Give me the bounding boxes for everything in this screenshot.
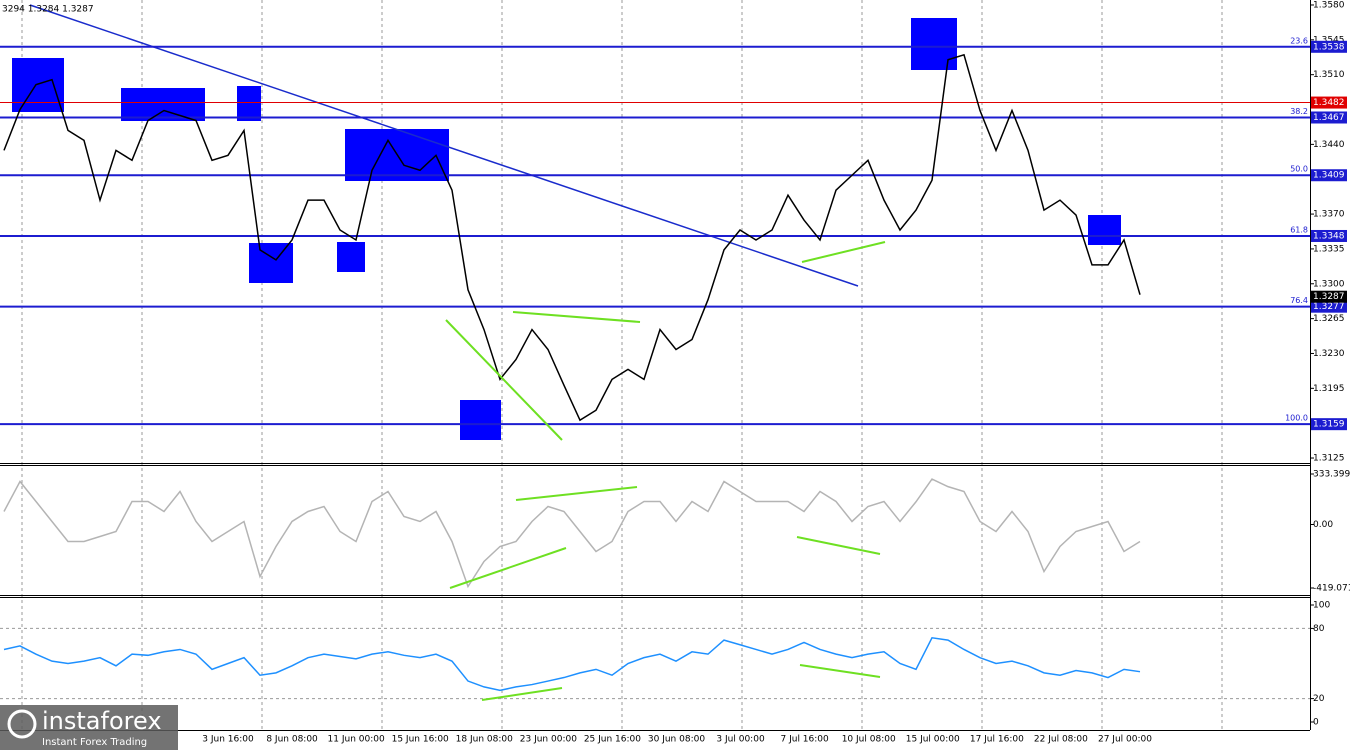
y-tick-label: 0.00 [1313,520,1333,530]
divergence-line [449,547,567,589]
series-line [3,636,1141,692]
divergence-line [481,687,563,701]
zone [337,242,365,272]
y-tick-label: 100 [1313,601,1330,611]
y-tick-label: 80 [1313,624,1325,634]
current-price-box [1311,290,1347,303]
divergence-line [445,319,563,441]
level-label: 1.3482 [1313,98,1345,108]
x-tick-label: 23 Jun 00:00 [520,735,577,745]
x-tick-label: 30 Jun 08:00 [648,735,705,745]
series-line [3,478,1141,589]
logo-icon [7,709,37,739]
zone [237,86,261,121]
y-tick-label: 1.3580 [1313,0,1345,10]
x-tick-label: 7 Jul 16:00 [781,735,830,745]
x-tick-label: 22 Jul 08:00 [1034,735,1088,745]
x-tick-label: 11 Jun 00:00 [328,735,385,745]
level-label: 1.3348 [1313,231,1345,241]
y-tick-label: 20 [1313,694,1325,704]
y-tick-label: 1.3370 [1313,210,1345,220]
header-quote: 3294 1.3284 1.3287 [2,5,94,15]
y-tick-label: 1.3195 [1313,384,1345,394]
x-tick-label: 17 Jul 16:00 [970,735,1024,745]
y-tick-label: 333.3997 [1313,470,1350,480]
y-tick-label: 0 [1313,718,1319,728]
x-tick-label: 15 Jul 00:00 [906,735,960,745]
zone [911,18,957,70]
marks [0,45,1310,700]
divergence-line [512,311,641,323]
logo-tagline: Instant Forex Trading [42,737,147,748]
fib-label: 38.2 [1290,107,1308,116]
y-tick-label: -419.071 [1313,584,1350,594]
level-label-box [1311,96,1347,109]
zone [460,400,501,440]
fib-label: 50.0 [1290,165,1308,174]
series-line [3,53,1141,422]
level-label-box [1311,40,1347,53]
level-label-box [1311,229,1347,242]
level-label: 1.3467 [1313,113,1345,123]
divergence-line [801,241,886,263]
divergence-line [799,664,881,678]
x-tick-label: 18 Jun 08:00 [456,735,513,745]
level-label-box [1311,169,1347,182]
zone [121,88,205,121]
y-tick-label: 1.3125 [1313,454,1345,464]
panel-borders [0,0,1311,731]
level-label-box [1311,418,1347,431]
y-tick-label: 1.3545 [1313,35,1345,45]
zone [249,243,293,283]
x-tick-label: 15 Jun 16:00 [392,735,449,745]
y-tick-label: 1.3510 [1313,70,1345,80]
fib-label: 23.6 [1290,36,1308,45]
level-label-box [1311,300,1347,313]
fib-label: 76.4 [1290,296,1308,305]
fib-label: 100.0 [1285,414,1308,423]
divergence-line [796,536,881,555]
fib-label: 61.8 [1290,225,1308,234]
level-label: 1.3159 [1313,420,1345,430]
y-tick-label: 1.3335 [1313,244,1345,254]
level-label-box [1311,111,1347,124]
y-tick-label: 1.3440 [1313,140,1345,150]
current-price-label: 1.3287 [1313,292,1345,302]
y-tick-label: 1.3230 [1313,349,1345,359]
zone [1088,215,1121,245]
level-label: 1.3409 [1313,171,1345,181]
logo-name: instaforex [42,707,162,735]
x-tick-label: 3 Jun 16:00 [202,735,254,745]
x-tick-label: 3 Jul 00:00 [716,735,765,745]
logo: instaforex Instant Forex Trading [0,705,178,750]
plot-background [0,0,1310,750]
divergence-line [515,486,638,501]
time-axis: 3 Jun 16:00 8 Jun 08:00 11 Jun 00:00 15 Jun… [202,735,1152,745]
x-tick-label: 27 Jul 00:00 [1098,735,1152,745]
level-label: 1.3538 [1313,42,1345,52]
trend-line [29,4,859,287]
vertical-grid [21,0,1223,730]
x-tick-label: 10 Jul 08:00 [842,735,896,745]
x-tick-label: 25 Jun 16:00 [584,735,641,745]
divergence-lines [445,241,886,701]
x-tick-label: 8 Jun 08:00 [266,735,318,745]
level-label: 1.3277 [1313,302,1345,312]
y-tick-label: 1.3265 [1313,314,1345,324]
y-tick-label: 1.3300 [1313,279,1345,289]
zone [12,58,64,112]
